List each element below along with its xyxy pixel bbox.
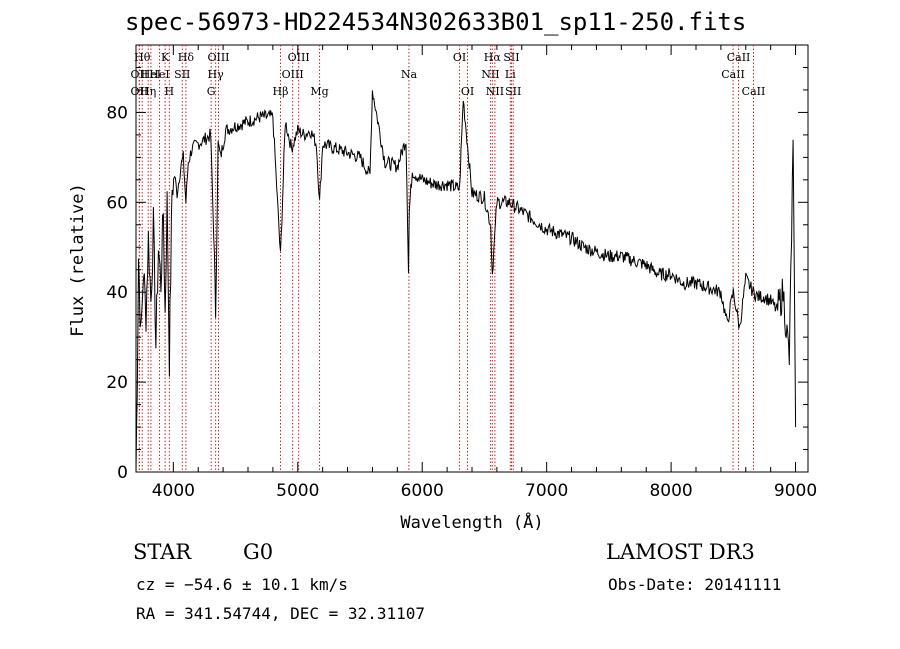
spectral-line-label: HeI — [141, 68, 161, 81]
spectral-line-label: OI — [461, 85, 474, 98]
spectral-line-label: Hδ — [178, 51, 195, 64]
spectral-line-label: OI — [453, 51, 466, 64]
y-tick-label: 0 — [117, 463, 128, 483]
redshift-cz: cz = −54.6 ± 10.1 km/s — [136, 575, 348, 594]
spectral-line-label: OIII — [288, 51, 310, 64]
spectral-line-label: OIII — [207, 51, 229, 64]
x-tick-label: 8000 — [649, 481, 692, 501]
spectral-line-label: Hθ — [134, 51, 151, 64]
y-tick-label: 40 — [106, 283, 128, 303]
object-class: STAR — [133, 540, 192, 564]
spectral-line-label: Li — [505, 68, 516, 81]
spectral-line-label: K — [161, 51, 170, 64]
spectral-line-label: Hγ — [208, 68, 225, 81]
spectral-line-label: CaII — [742, 85, 766, 98]
coordinates: RA = 341.54744, DEC = 32.31107 — [136, 604, 425, 623]
spectral-line-label: CaII — [721, 68, 745, 81]
plot-frame — [135, 44, 809, 473]
y-tick-label: 20 — [106, 373, 128, 393]
x-tick-label: 9000 — [774, 481, 817, 501]
spectral-line-label: SII — [174, 68, 190, 81]
spectral-line-label: NII — [486, 85, 504, 98]
spectral-line-label: H — [165, 85, 175, 98]
spectrum-line — [135, 90, 797, 473]
spectral-line-label: OIII — [282, 68, 304, 81]
observation-date: Obs-Date: 20141111 — [608, 575, 782, 594]
spectral-line-label: CaII — [727, 51, 751, 64]
x-tick-label: 5000 — [276, 481, 319, 501]
spectral-line-label: Na — [401, 68, 418, 81]
x-tick-label: 6000 — [401, 481, 444, 501]
spectral-line-label: HeI — [149, 68, 169, 81]
spectral-line-label: Mg — [310, 85, 328, 98]
x-axis-label: Wavelength (Å) — [400, 511, 543, 533]
x-tick-label: 7000 — [525, 481, 568, 501]
spectral-line-label: SII — [503, 51, 519, 64]
spectral-line-label: Hβ — [273, 85, 289, 98]
object-subclass: G0 — [243, 540, 274, 564]
y-axis-label: Flux (relative) — [68, 183, 88, 337]
spectral-line-label: Hα — [484, 51, 502, 64]
spectral-line-label: NII — [481, 68, 499, 81]
chart-title: spec-56973-HD224534N302633B01_sp11-250.f… — [125, 8, 747, 36]
spectral-line-label: G — [207, 85, 216, 98]
survey-name: LAMOST DR3 — [606, 540, 755, 564]
y-tick-label: 60 — [106, 193, 128, 213]
spectral-line-label: Hη — [140, 85, 156, 98]
y-tick-label: 80 — [106, 103, 128, 123]
spectral-line-label: OII — [131, 85, 149, 98]
spectral-line-label: SII — [505, 85, 521, 98]
x-tick-label: 4000 — [152, 481, 195, 501]
